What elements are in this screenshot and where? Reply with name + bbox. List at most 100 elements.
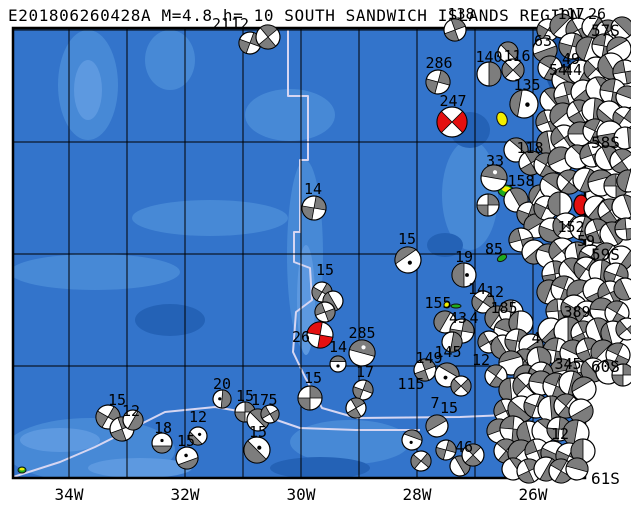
focal-mechanism-ball [610,16,631,40]
bathymetry-contour [442,140,498,250]
ball-quadrant [220,389,232,409]
depth-label: 247 [439,92,466,110]
focal-mechanism-ball [611,363,631,387]
ball-quadrant [498,350,522,364]
ball-quadrant [451,262,465,288]
ball-quadrant [536,279,554,304]
depth-label: 33 [486,152,504,170]
ball-axis-dot [465,273,469,277]
latitude-label: 58S [591,133,620,152]
longitude-label: 34W [55,485,84,504]
ball-quadrant [616,85,631,102]
island [496,253,508,263]
depth-label: 12 [551,425,569,443]
focal-mechanism-ball [476,193,500,217]
depth-label: 26 [588,5,606,23]
ball-quadrant [297,385,323,411]
depth-label: 15 [236,387,254,405]
focal-mechanism-ball [255,24,281,50]
focal-mechanism-ball [188,426,208,446]
depth-label: 12 [472,351,490,369]
depth-label: 152 [557,218,584,236]
focal-mechanism-layer [95,13,631,484]
ball-quadrant [243,440,267,464]
focal-mechanism-ball [401,429,423,451]
bathymetry-contour [270,457,370,478]
depth-label: 19 [455,248,473,266]
focal-mechanism-ball [345,397,367,419]
ridge-line [13,406,420,478]
ball-quadrant [410,452,432,470]
depth-label: 138 [447,5,474,23]
ball-quadrant [570,404,594,424]
depth-label: 18 [154,419,172,437]
focal-mechanism-ball [497,41,519,63]
depth-label: 14 [329,338,347,356]
depth-label: 149 [415,349,442,367]
depth-label: 118 [516,139,543,157]
ball-quadrant [425,69,451,95]
ball-quadrant [606,36,628,53]
depth-label: 15 [440,399,458,417]
focal-mechanism-ball [450,375,472,397]
depth-label: 12 [486,283,504,301]
focal-mechanism-ball [425,69,451,95]
focal-mechanism-ball [568,398,594,424]
focal-mechanism-ball [243,436,271,464]
depth-label: 4 [531,329,540,347]
focal-mechanism-ball [614,217,631,241]
island-shape [450,303,462,309]
depth-label: 15 [249,423,267,441]
focal-mechanism-ball [329,355,347,373]
depth-label: 85 [485,240,503,258]
depth-label: 17 [356,363,374,381]
ball-quadrant [547,191,561,217]
depth-label: 117 [557,5,584,23]
depth-label: 145 [434,343,461,361]
depth-label: 15 [316,261,334,279]
ball-quadrant [571,376,593,393]
focal-mechanism-ball [571,376,597,402]
ball-quadrant [425,414,448,433]
ridge-line [287,30,585,427]
ball-quadrant [622,194,631,218]
ball-quadrant [549,13,572,36]
depth-label: 15 [177,432,195,450]
focal-mechanism-ball [476,61,502,87]
island [443,301,451,309]
focal-mechanism-ball [212,389,232,409]
depth-label: 20 [213,375,231,393]
depth-label: 15 [398,230,416,248]
ball-axis-dot [197,432,202,437]
depth-label: 44 [564,61,582,79]
ball-axis-dot [525,102,530,107]
ball-quadrant [301,195,327,221]
focal-mechanism-ball [413,358,437,382]
depth-label: 140 [475,48,502,66]
ball-quadrant [414,358,436,382]
depth-label: 63 [534,32,552,50]
focal-mechanism-ball [175,446,199,470]
bathymetry-contour [132,200,288,236]
ball-axis-dot [443,375,448,380]
depth-label: 155 [424,294,451,312]
ball-quadrant [501,61,525,79]
island-shape [496,111,508,127]
depth-label: 49 [562,50,580,68]
focal-mechanism-ball [441,331,463,353]
ball-quadrant [613,278,631,301]
depth-label: 46 [455,438,473,456]
focal-mechanism-ball [565,457,589,481]
depth-label: 15 [304,369,322,387]
focal-mechanism-ball [615,317,631,341]
focal-mechanism-ball [611,194,631,220]
focal-mechanism-ball [471,290,495,314]
ball-quadrant [329,355,347,362]
ball-axis-dot [336,364,340,368]
bathymetry-contour [74,60,102,120]
island [496,111,508,127]
focal-mechanism-ball [609,148,631,174]
longitude-label: 26W [519,485,548,504]
